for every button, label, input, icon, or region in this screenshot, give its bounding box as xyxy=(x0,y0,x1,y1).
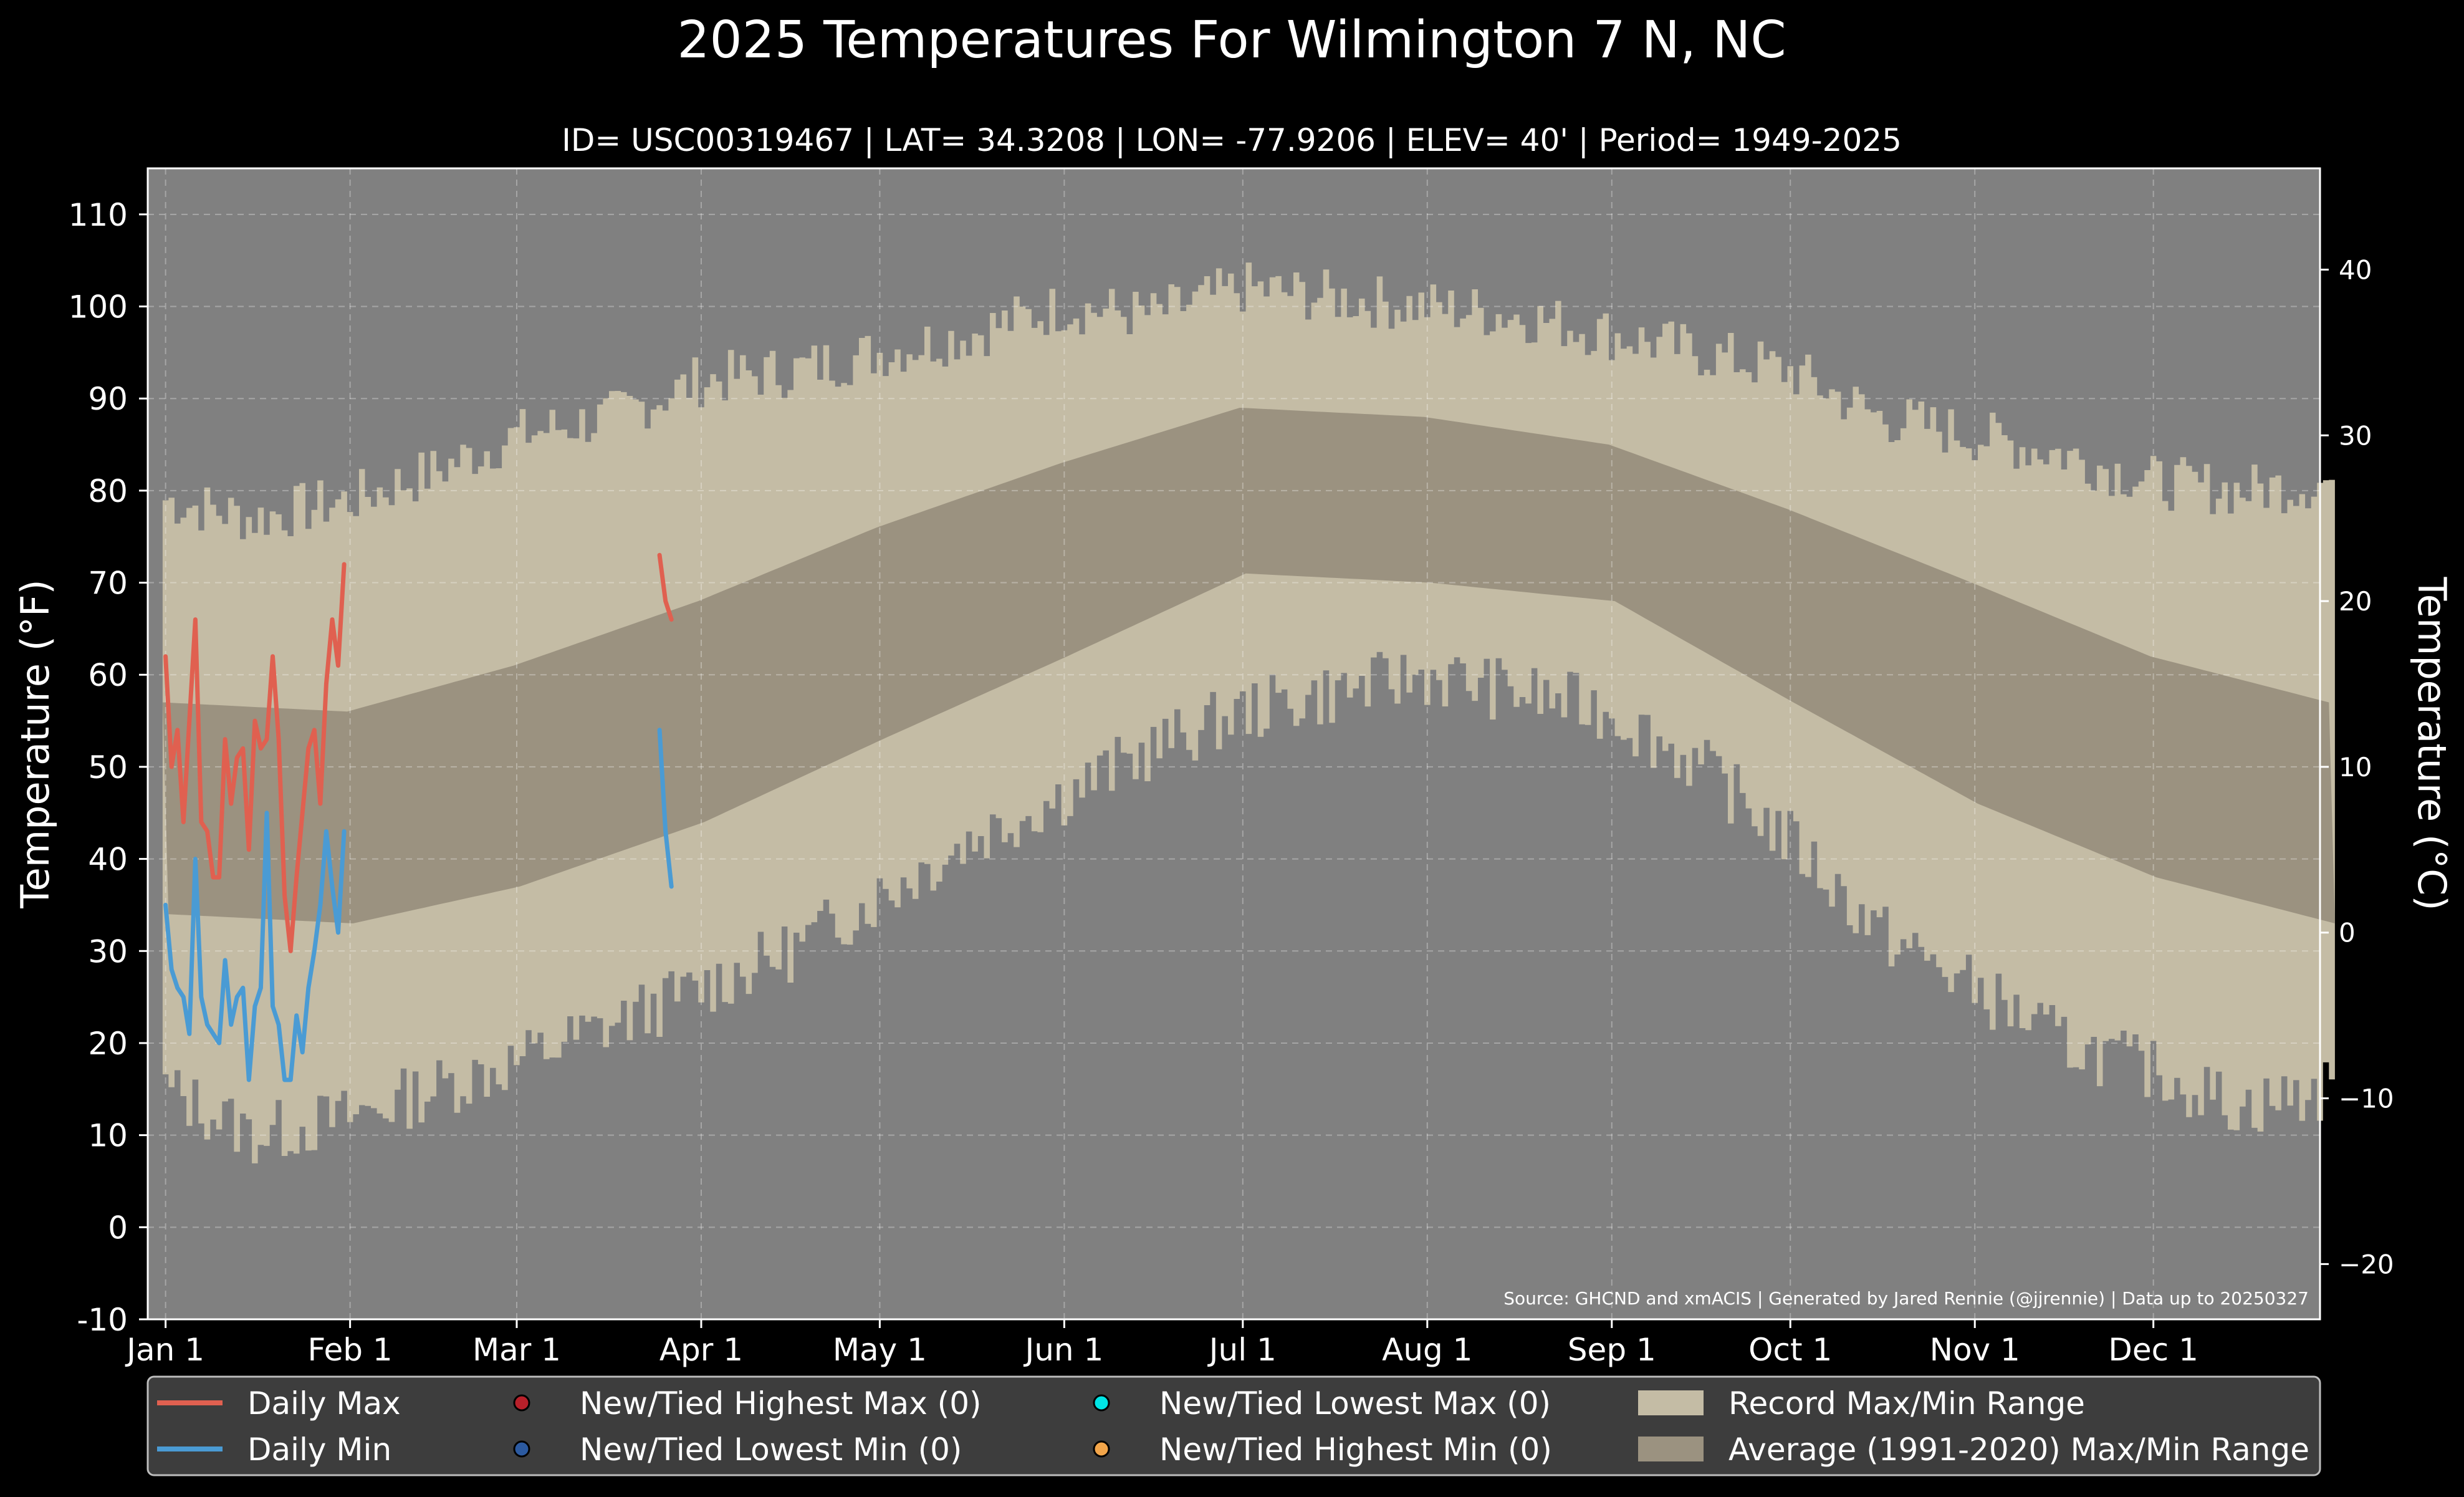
series-line-daily-max xyxy=(163,562,347,953)
legend-swatch-patch xyxy=(1638,1437,1704,1461)
legend-swatch-marker xyxy=(1093,1440,1110,1458)
x-tick-label: Jul 1 xyxy=(1207,1332,1277,1368)
legend-item-new-tied-lowest-max-0: New/Tied Lowest Max (0) xyxy=(1093,1385,1551,1422)
average-range-area xyxy=(162,408,2335,923)
y-tick-label-left: 30 xyxy=(88,933,128,970)
x-tick-label: Jan 1 xyxy=(125,1332,204,1368)
legend-item-new-tied-highest-min-0: New/Tied Highest Min (0) xyxy=(1093,1432,1552,1468)
x-tick-label: Jun 1 xyxy=(1023,1332,1103,1368)
y-tick-label-left: 50 xyxy=(88,749,128,786)
y-axis-left: -10 0 10 20 30 40 50 60 70 80 90 100 110 xyxy=(69,197,148,1338)
legend-swatch-patch xyxy=(1638,1390,1704,1415)
y-tick-label-left: 0 xyxy=(108,1210,128,1246)
y-tick-label-right: 20 xyxy=(2339,586,2372,617)
x-tick-label: Mar 1 xyxy=(472,1332,561,1368)
series-layer xyxy=(163,552,674,1082)
y-tick-label-right: −10 xyxy=(2339,1084,2394,1114)
y-tick-label-right: 0 xyxy=(2339,918,2356,948)
legend-label: Daily Max xyxy=(247,1385,401,1422)
chart-title: 2025 Temperatures For Wilmington 7 N, NC xyxy=(677,11,1786,70)
legend-item-daily-min: Daily Min xyxy=(157,1432,391,1468)
x-tick-label: May 1 xyxy=(833,1332,927,1368)
legend-item-record-max-min-range: Record Max/Min Range xyxy=(1638,1385,2085,1422)
legend-item-daily-max: Daily Max xyxy=(157,1385,401,1422)
average-range-layer xyxy=(162,408,2335,923)
x-tick-label: Apr 1 xyxy=(659,1332,743,1368)
y-tick-label-right: 10 xyxy=(2339,752,2372,782)
y-tick-label-left: 10 xyxy=(88,1118,128,1154)
source-note: Source: GHCND and xmACIS | Generated by … xyxy=(1503,1288,2309,1309)
y-tick-label-left: 60 xyxy=(88,657,128,693)
legend-label: Record Max/Min Range xyxy=(1728,1385,2085,1422)
y-tick-label-left: 90 xyxy=(88,381,128,417)
legend-label: Daily Min xyxy=(247,1432,391,1468)
series-line-daily-max xyxy=(657,552,674,622)
record-range-area xyxy=(162,262,2335,1163)
y-tick-label-left: 70 xyxy=(88,566,128,602)
legend-item-average-1991-2020-max-min-range: Average (1991-2020) Max/Min Range xyxy=(1638,1432,2309,1468)
legend-item-new-tied-lowest-min-0: New/Tied Lowest Min (0) xyxy=(513,1432,962,1468)
legend-label: New/Tied Lowest Min (0) xyxy=(580,1432,962,1468)
legend: Daily Max Daily Min New/Tied Highest Max (… xyxy=(146,1375,2321,1476)
y-tick-label-left: 40 xyxy=(88,842,128,878)
legend-item-new-tied-highest-max-0: New/Tied Highest Max (0) xyxy=(513,1385,982,1422)
y-tick-label-left: 20 xyxy=(88,1026,128,1062)
y-axis-label-right: Temperature (°C) xyxy=(2409,576,2455,910)
x-tick-label: Oct 1 xyxy=(1748,1332,1832,1368)
legend-box xyxy=(146,1375,2321,1476)
x-tick-label: Feb 1 xyxy=(308,1332,393,1368)
legend-label: New/Tied Highest Min (0) xyxy=(1159,1432,1552,1468)
y-tick-label-right: −20 xyxy=(2339,1249,2394,1279)
x-axis: Jan 1 Feb 1 Mar 1 Apr 1 May 1 Jun 1 Jul 1 Aug 1… xyxy=(125,1319,2198,1368)
x-tick-label: Aug 1 xyxy=(1382,1332,1472,1368)
legend-swatch-marker xyxy=(513,1394,530,1412)
legend-label: New/Tied Highest Max (0) xyxy=(580,1385,982,1422)
x-tick-label: Sep 1 xyxy=(1568,1332,1656,1368)
y-tick-label-left: 110 xyxy=(69,197,128,233)
legend-label: New/Tied Lowest Max (0) xyxy=(1159,1385,1551,1422)
record-range-layer xyxy=(162,262,2335,1163)
y-axis-label-left: Temperature (°F) xyxy=(12,579,58,908)
y-axis-right: −20 −10 0 10 20 30 40 xyxy=(2320,254,2394,1279)
y-tick-label-right: 40 xyxy=(2339,254,2372,285)
series-line-daily-min xyxy=(657,728,674,889)
legend-swatch-marker xyxy=(1093,1394,1110,1412)
grid-layer xyxy=(148,168,2320,1320)
y-tick-label-left: -10 xyxy=(77,1302,128,1338)
y-tick-label-left: 100 xyxy=(69,289,128,325)
plot-frame xyxy=(146,167,2321,1321)
chart-subtitle: ID= USC00319467 | LAT= 34.3208 | LON= -7… xyxy=(562,122,1902,158)
x-tick-label: Nov 1 xyxy=(1930,1332,2020,1368)
legend-label: Average (1991-2020) Max/Min Range xyxy=(1728,1432,2309,1468)
x-tick-label: Dec 1 xyxy=(2108,1332,2198,1368)
y-tick-label-right: 30 xyxy=(2339,420,2372,451)
legend-swatch-marker xyxy=(513,1440,530,1458)
y-tick-label-left: 80 xyxy=(88,473,128,509)
series-line-daily-min xyxy=(163,811,347,1082)
